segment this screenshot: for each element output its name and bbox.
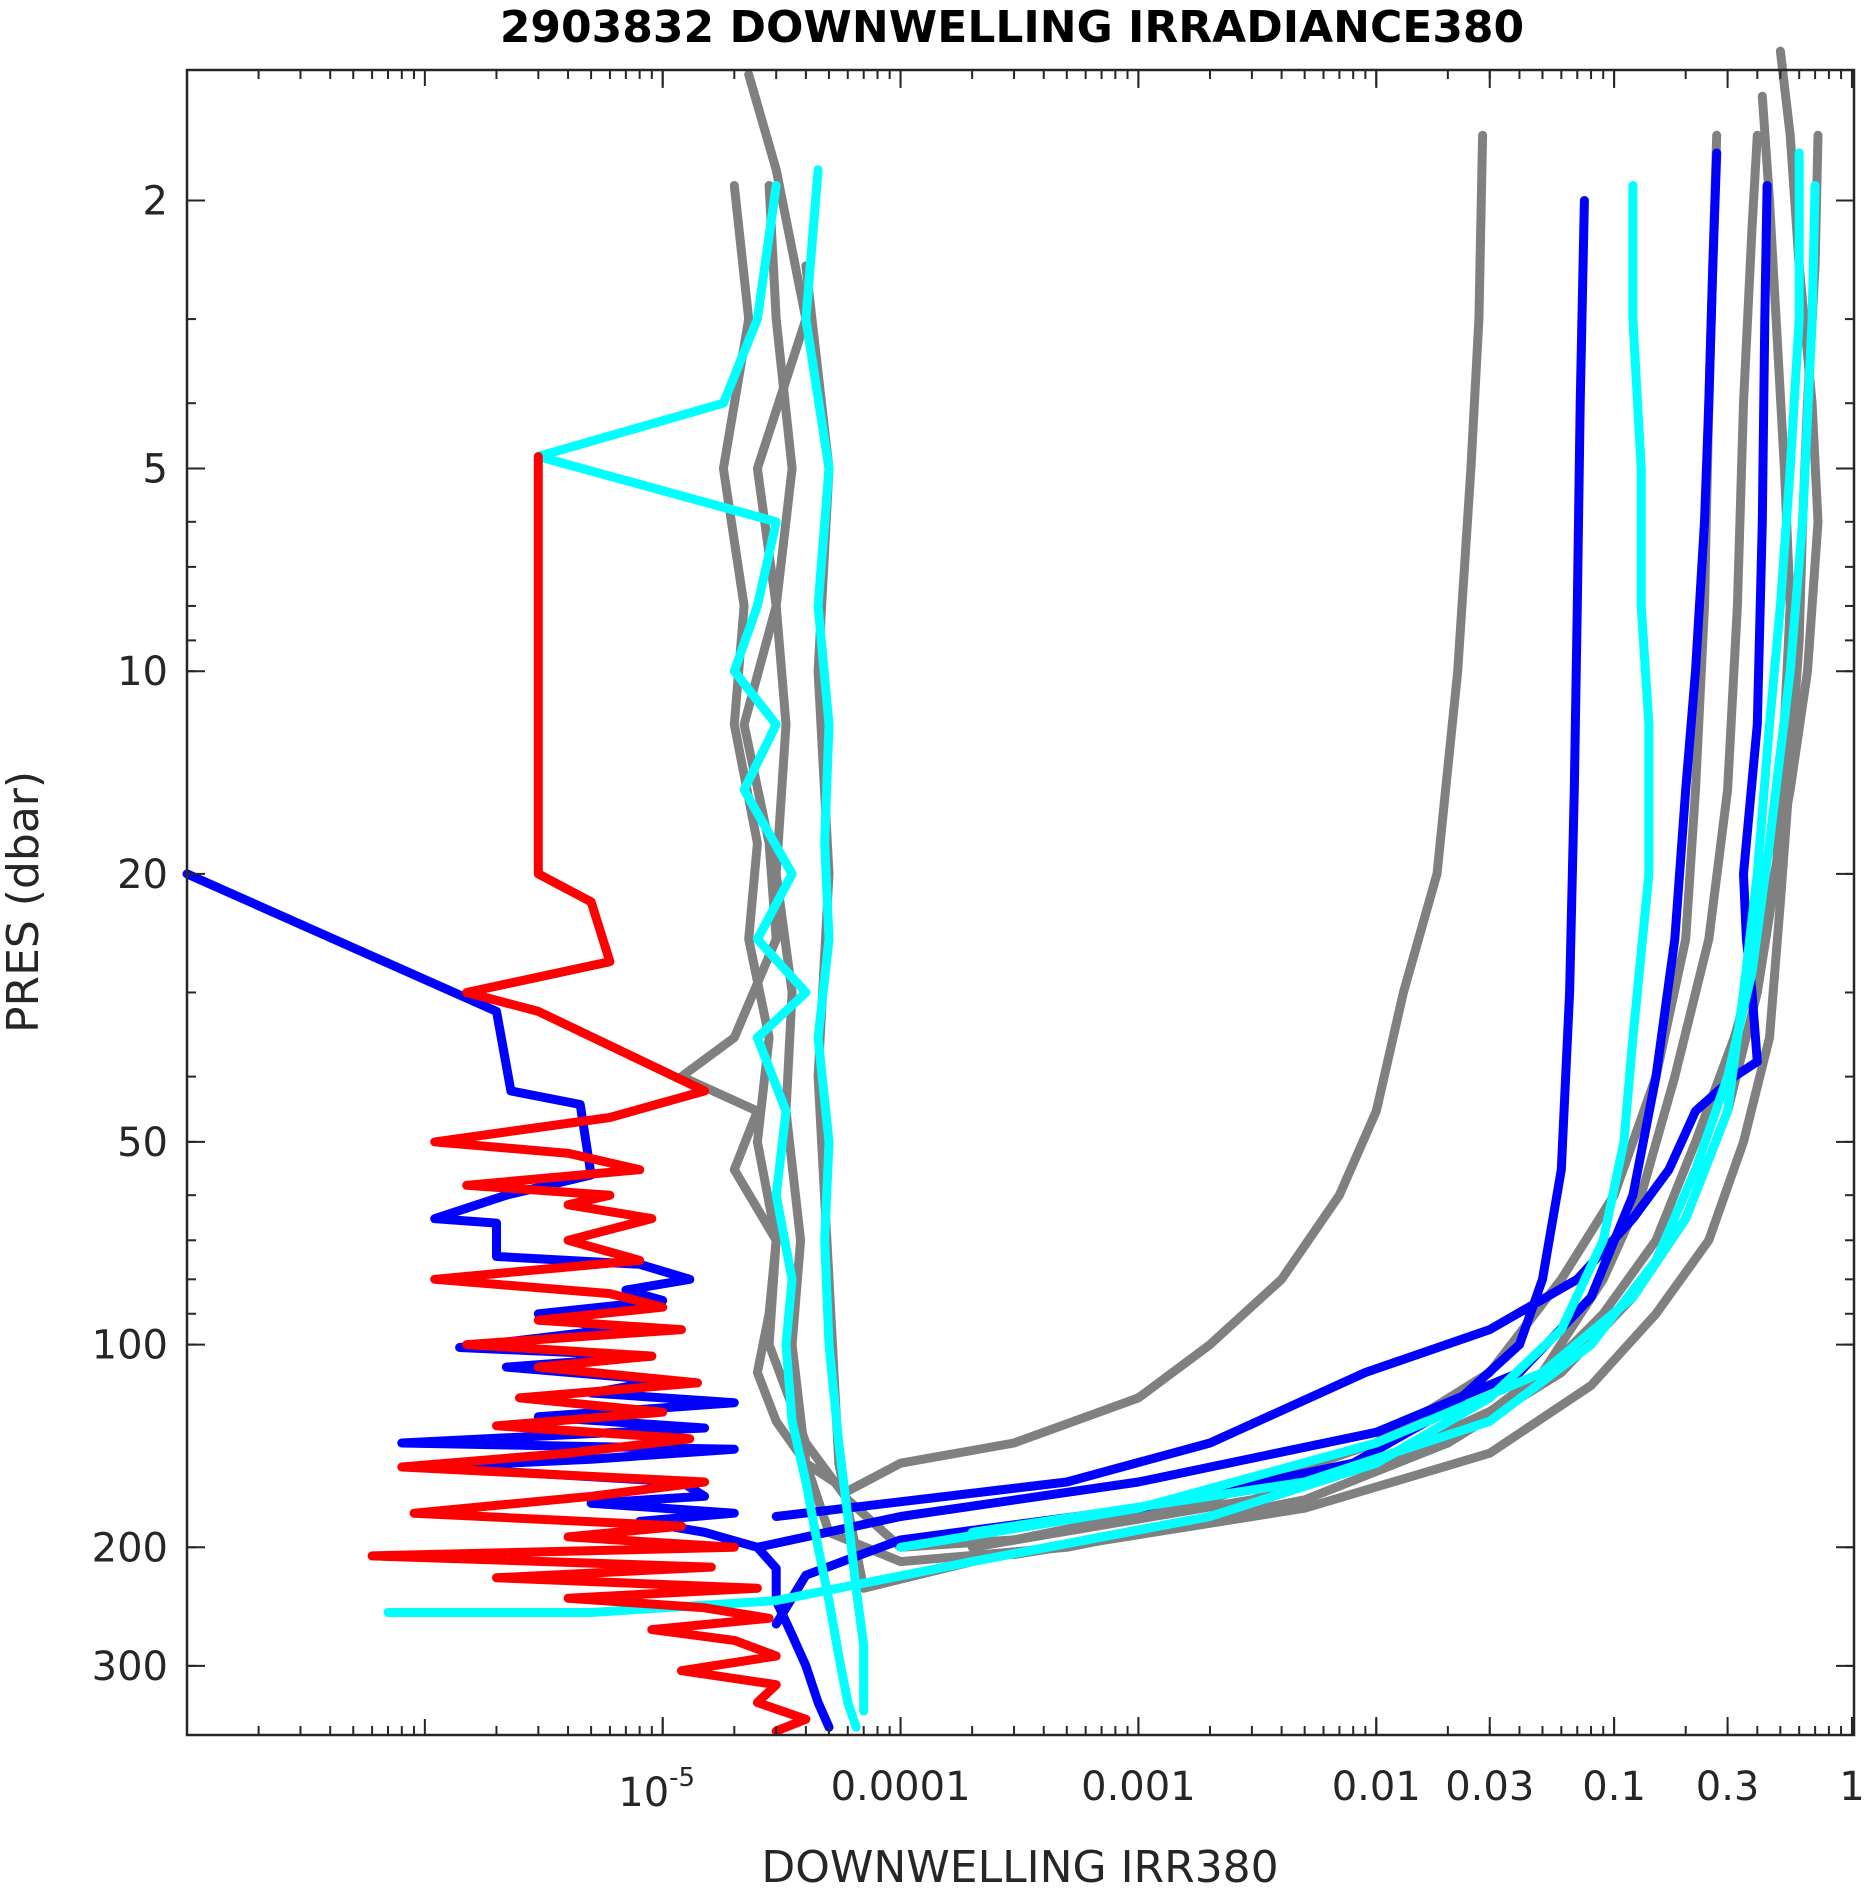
series-line-cyan-15	[967, 181, 1820, 1537]
series-line-cyan-14	[896, 148, 1804, 1552]
series-line-gray-4	[801, 46, 1823, 1593]
y-tick-label: 2	[143, 179, 168, 225]
x-tick-label: 10-5	[618, 1763, 695, 1816]
y-axis-label: PRES (dbar)	[0, 771, 49, 1033]
series-line-gray-5	[967, 91, 1795, 1552]
series-line-blue-7	[182, 869, 834, 1732]
y-tick-label: 200	[92, 1525, 168, 1571]
x-tick-label: 0.1	[1582, 1764, 1646, 1810]
ticks-layer: 2 5 10 20 50 100 200 300 10-5 0.0001 0.001 0.01 0.03…	[92, 70, 1865, 1816]
series-line-blue-9	[752, 148, 1722, 1552]
x-tick-label: 1	[1839, 1764, 1864, 1810]
series-line-cyan-12	[801, 165, 869, 1716]
x-tick-label: 0.001	[1081, 1764, 1196, 1810]
y-tick-label: 10	[117, 649, 168, 695]
series-line-cyan-13	[383, 181, 1654, 1617]
series-line-gray-3	[764, 130, 1762, 1567]
chart-title: 2903832 DOWNWELLING IRRADIANCE380	[500, 2, 1524, 53]
series-line-gray-6	[1009, 130, 1823, 1559]
series-line-red-16	[367, 452, 811, 1736]
x-tick-label: 0.0001	[831, 1764, 971, 1810]
plot-frame	[185, 68, 1856, 1737]
x-tick-label: 0.01	[1332, 1764, 1421, 1810]
series-line-blue-8	[771, 196, 1589, 1629]
y-tick-label: 100	[92, 1323, 168, 1369]
y-tick-label: 20	[117, 852, 168, 898]
series-line-cyan-11	[533, 181, 861, 1732]
series-line-gray-1	[677, 70, 1488, 1496]
series-layer	[182, 46, 1823, 1736]
y-tick-label: 300	[92, 1644, 168, 1690]
y-tick-label: 5	[143, 446, 168, 492]
x-axis-label: DOWNWELLING IRR380	[761, 1842, 1278, 1893]
series-line-blue-10	[771, 181, 1772, 1521]
x-tick-label: 0.03	[1445, 1764, 1534, 1810]
x-tick-label: 0.3	[1696, 1764, 1760, 1810]
y-tick-label: 50	[117, 1120, 168, 1166]
